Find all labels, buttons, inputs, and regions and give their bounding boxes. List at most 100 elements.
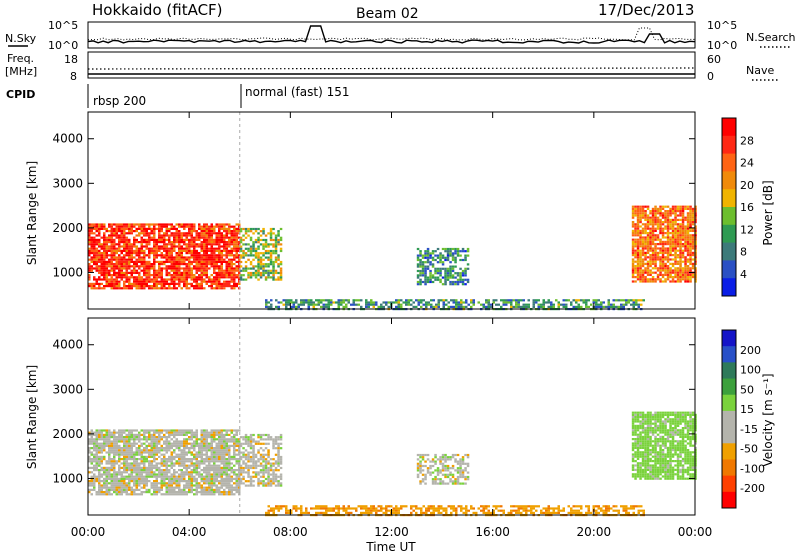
- echo-cell-0: [203, 238, 206, 241]
- echo-cell-3: [689, 249, 692, 252]
- echo-cell-3: [686, 205, 690, 208]
- echo-cell-3: [649, 238, 652, 241]
- echo-cell-3: [686, 214, 690, 217]
- echo-cell-4: [400, 305, 403, 308]
- echo-cell-0: [165, 440, 168, 443]
- echo-cell-3: [691, 223, 695, 226]
- echo-cell-0: [98, 491, 101, 494]
- echo-cell-3: [649, 240, 652, 243]
- echo-cell-0: [105, 436, 108, 439]
- echo-cell-0: [133, 263, 136, 266]
- echo-cell-0: [200, 285, 203, 288]
- echo-cell-0: [218, 491, 221, 494]
- echo-cell-0: [158, 280, 161, 283]
- echo-cell-0: [188, 245, 191, 248]
- echo-cell-3: [679, 236, 682, 239]
- echo-cell-0: [168, 493, 171, 496]
- echo-cell-3: [684, 256, 687, 259]
- echo-cell-0: [103, 482, 106, 485]
- echo-cell-3: [636, 247, 640, 250]
- echo-cell-1: [242, 477, 245, 481]
- echo-cell-0: [170, 263, 173, 266]
- echo-cell-0: [233, 280, 236, 283]
- echo-cell-3: [669, 240, 672, 243]
- echo-cell-0: [225, 444, 228, 447]
- echo-cell-0: [200, 460, 203, 463]
- echo-cell-0: [198, 278, 201, 281]
- echo-cell-0: [208, 280, 211, 283]
- echo-cell-1: [267, 451, 270, 454]
- echo-cell-0: [213, 482, 216, 485]
- echo-cell-0: [220, 225, 223, 228]
- echo-cell-4: [632, 301, 635, 304]
- echo-cell-0: [215, 442, 218, 445]
- echo-cell-0: [225, 265, 228, 268]
- echo-cell-3: [671, 227, 675, 230]
- echo-cell-0: [158, 232, 161, 235]
- echo-cell-0: [178, 258, 181, 261]
- echo-cell-0: [178, 440, 181, 443]
- echo-cell-1: [274, 447, 278, 450]
- echo-cell-3: [691, 265, 695, 268]
- echo-cell-0: [235, 440, 238, 443]
- echo-cell-0: [148, 433, 151, 436]
- echo-cell-0: [130, 245, 133, 248]
- echo-cell-0: [125, 243, 128, 246]
- echo-cell-4: [527, 305, 530, 308]
- echo-cell-0: [123, 258, 126, 261]
- echo-cell-3: [679, 210, 682, 213]
- echo-cell-4: [412, 305, 415, 308]
- echo-cell-3: [694, 243, 697, 246]
- echo-cell-0: [230, 486, 233, 489]
- echo-cell-1: [274, 247, 278, 250]
- echo-cell-0: [145, 488, 148, 491]
- echo-cell-0: [150, 475, 153, 478]
- echo-cell-4: [407, 301, 410, 304]
- echo-cell-0: [153, 243, 156, 246]
- echo-cell-0: [205, 488, 208, 491]
- echo-cell-0: [158, 491, 161, 494]
- echo-cell-0: [128, 271, 131, 274]
- echo-cell-0: [223, 469, 226, 472]
- echo-cell-2: [456, 283, 460, 286]
- echo-cell-0: [183, 429, 186, 432]
- nsky-panel: N.Sky 10^5 10^0 10^5 10^0 N.Search: [5, 19, 796, 52]
- echo-cell-0: [220, 241, 223, 244]
- echo-cell-0: [215, 241, 218, 244]
- echo-cell-0: [205, 252, 208, 255]
- echo-cell-3: [669, 207, 672, 210]
- echo-cell-0: [135, 473, 138, 476]
- echo-cell-0: [173, 236, 176, 239]
- echo-cell-0: [210, 274, 213, 277]
- echo-cell-1: [252, 247, 255, 250]
- echo-cell-2: [444, 256, 447, 259]
- echo-cell-1: [269, 462, 273, 465]
- echo-cell-0: [110, 469, 113, 472]
- echo-cell-0: [213, 287, 216, 290]
- echo-cell-3: [681, 251, 685, 254]
- echo-cell-0: [153, 225, 156, 228]
- echo-cell-3: [636, 254, 640, 257]
- echo-cell-0: [233, 442, 236, 445]
- echo-cell-0: [103, 227, 106, 230]
- echo-cell-0: [93, 469, 96, 472]
- echo-cell-0: [193, 256, 196, 259]
- echo-cell-3: [644, 218, 647, 221]
- echo-cell-2: [441, 276, 445, 279]
- echo-cell-0: [130, 431, 133, 434]
- echo-cell-0: [205, 491, 208, 494]
- echo-cell-0: [213, 477, 216, 480]
- echo-cell-0: [118, 225, 121, 228]
- echo-cell-0: [155, 482, 158, 485]
- echo-cell-3: [656, 221, 660, 224]
- echo-cell-0: [120, 453, 123, 456]
- echo-cell-0: [103, 249, 106, 252]
- echo-cell-0: [215, 471, 218, 474]
- echo-cell-0: [238, 471, 241, 474]
- echo-cell-0: [145, 247, 148, 250]
- echo-cell-0: [220, 447, 223, 450]
- echo-cell-0: [103, 252, 106, 255]
- echo-cell-0: [210, 282, 213, 285]
- echo-cell-2: [441, 254, 445, 257]
- echo-cell-0: [180, 460, 183, 463]
